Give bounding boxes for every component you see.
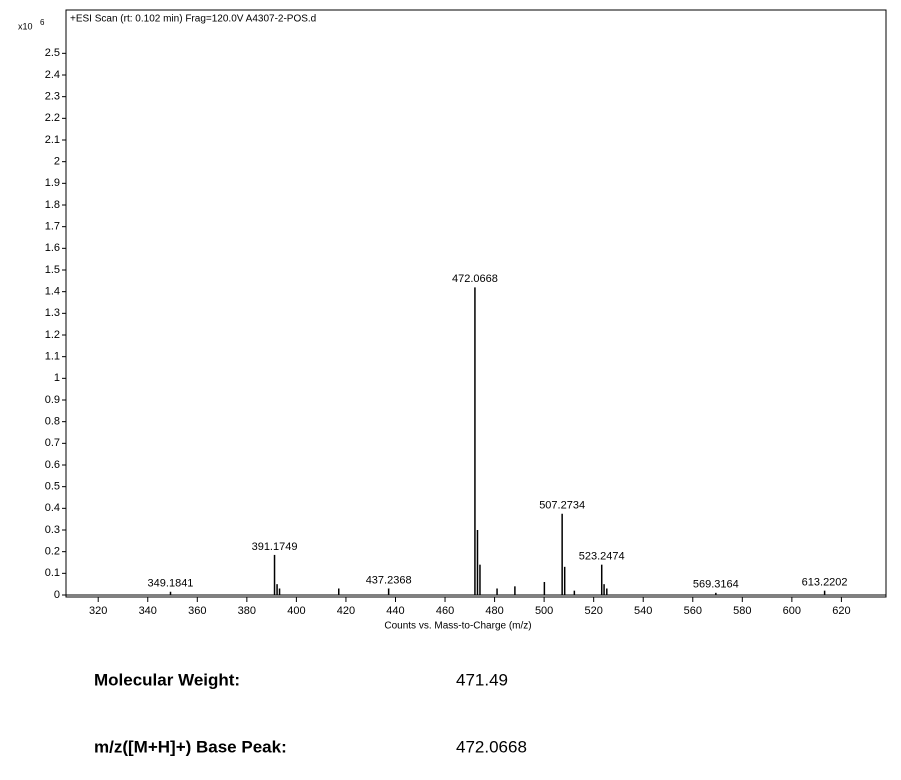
- y-tick-label: 0.9: [45, 394, 60, 406]
- y-tick-label: 1.4: [45, 286, 60, 298]
- peak-label: 391.1749: [252, 541, 298, 553]
- y-tick-label: 1.5: [45, 264, 60, 276]
- x-tick-label: 400: [287, 605, 305, 617]
- x-tick-label: 340: [139, 605, 157, 617]
- info-label: m/z([M+H]+) Base Peak:: [94, 737, 287, 756]
- y-tick-label: 0.7: [45, 437, 60, 449]
- peak-label: 437.2368: [366, 574, 412, 586]
- y-tick-label: 2.1: [45, 134, 60, 146]
- x-tick-label: 320: [89, 605, 107, 617]
- x-tick-label: 440: [386, 605, 404, 617]
- peak-label: 613.2202: [802, 577, 848, 589]
- peak-label: 349.1841: [148, 578, 194, 590]
- peak-label: 507.2734: [539, 500, 585, 512]
- x-tick-label: 420: [337, 605, 355, 617]
- y-tick-label: 2.3: [45, 91, 60, 103]
- y-tick-label: 1.9: [45, 177, 60, 189]
- y-tick-label: 2.5: [45, 47, 60, 59]
- y-exponent: 6: [40, 18, 45, 27]
- x-tick-label: 620: [832, 605, 850, 617]
- chart-title: +ESI Scan (rt: 0.102 min) Frag=120.0V A4…: [70, 14, 316, 25]
- x-tick-label: 500: [535, 605, 553, 617]
- y-tick-label: 1.2: [45, 329, 60, 341]
- peak-label: 569.3164: [693, 579, 739, 591]
- peak-label: 523.2474: [579, 551, 625, 563]
- info-value: 472.0668: [456, 737, 527, 756]
- y-tick-label: 1.1: [45, 351, 60, 363]
- x-tick-label: 520: [584, 605, 602, 617]
- y-tick-label: 0.8: [45, 416, 60, 428]
- peak-label: 472.0668: [452, 273, 498, 285]
- y-multiplier: x10: [18, 21, 33, 31]
- x-axis-label: Counts vs. Mass-to-Charge (m/z): [384, 621, 531, 632]
- y-tick-label: 1: [54, 372, 60, 384]
- y-tick-label: 1.7: [45, 221, 60, 233]
- y-tick-label: 0.3: [45, 524, 60, 536]
- x-tick-label: 360: [188, 605, 206, 617]
- x-tick-label: 540: [634, 605, 652, 617]
- y-tick-label: 0.1: [45, 567, 60, 579]
- y-tick-label: 1.6: [45, 242, 60, 254]
- x-tick-label: 560: [684, 605, 702, 617]
- x-tick-label: 480: [485, 605, 503, 617]
- y-tick-label: 1.3: [45, 307, 60, 319]
- plot-frame: [65, 9, 887, 598]
- info-value: 471.49: [456, 670, 508, 689]
- y-tick-label: 0.2: [45, 546, 60, 558]
- y-tick-label: 0.5: [45, 481, 60, 493]
- y-tick-label: 2.4: [45, 69, 60, 81]
- x-tick-label: 460: [436, 605, 454, 617]
- info-label: Molecular Weight:: [94, 670, 240, 689]
- y-tick-label: 0: [54, 589, 60, 601]
- x-tick-label: 600: [783, 605, 801, 617]
- x-tick-label: 380: [238, 605, 256, 617]
- y-tick-label: 0.6: [45, 459, 60, 471]
- y-tick-label: 1.8: [45, 199, 60, 211]
- y-tick-label: 2: [54, 156, 60, 168]
- y-tick-label: 0.4: [45, 502, 60, 514]
- y-tick-label: 2.2: [45, 112, 60, 124]
- x-tick-label: 580: [733, 605, 751, 617]
